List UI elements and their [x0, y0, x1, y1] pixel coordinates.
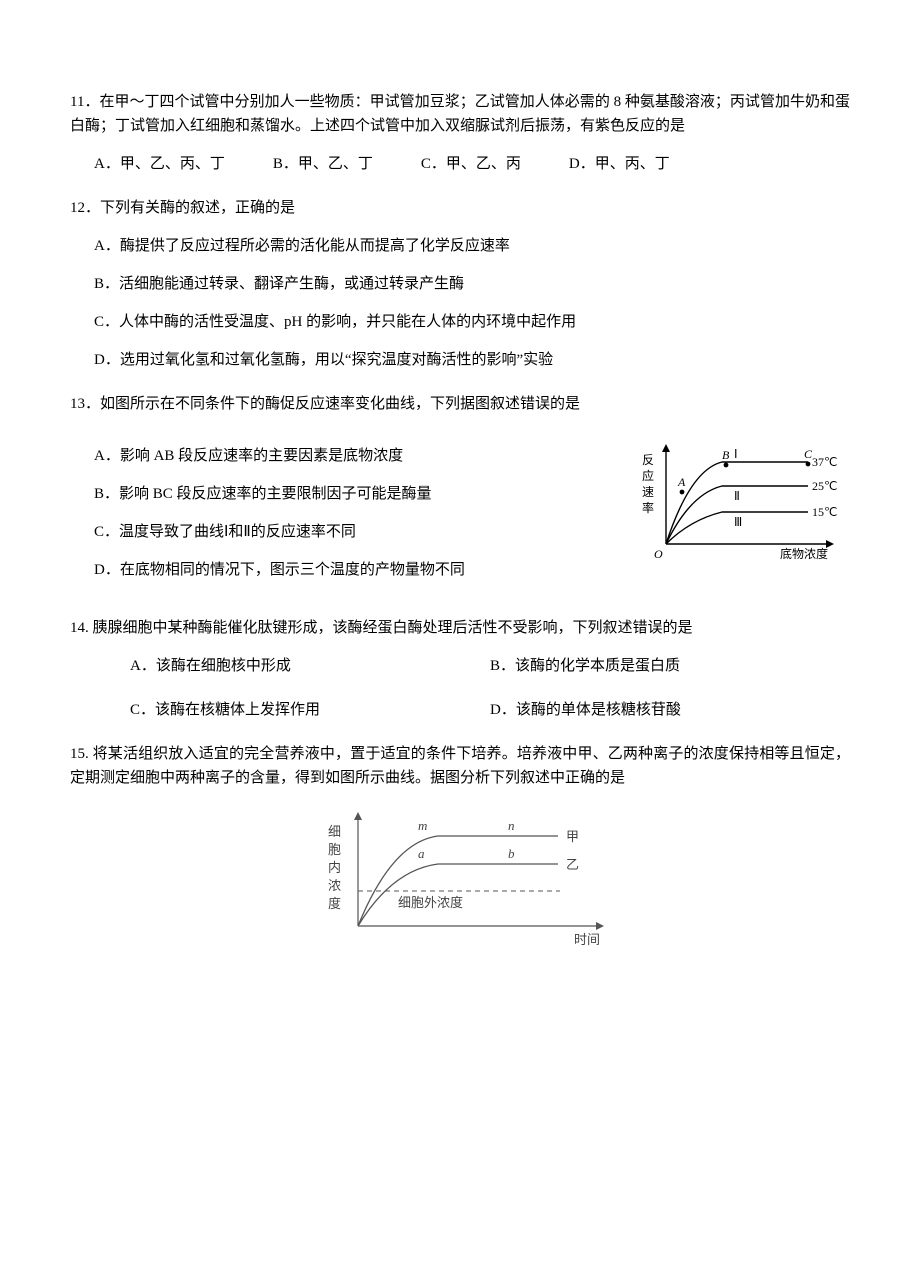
q11-opt-c: C．甲、乙、丙	[421, 152, 521, 176]
q13-stem: 13．如图所示在不同条件下的酶促反应速率变化曲线，下列据图叙述错误的是	[70, 392, 850, 416]
q12-opt-b: B．活细胞能通过转录、翻译产生酶，或通过转录产生酶	[94, 272, 850, 296]
svg-text:乙: 乙	[566, 857, 579, 872]
q11-opt-b: B．甲、乙、丁	[273, 152, 373, 176]
q11-options: A．甲、乙、丙、丁 B．甲、乙、丁 C．甲、乙、丙 D．甲、丙、丁	[70, 152, 850, 176]
q13-opt-b: B．影响 BC 段反应速率的主要限制因子可能是酶量	[94, 482, 630, 506]
q15-stem: 15. 将某活组织放入适宜的完全营养液中，置于适宜的条件下培养。培养液中甲、乙两…	[70, 742, 850, 790]
q14-opt-b: B．该酶的化学本质是蛋白质	[490, 654, 850, 678]
svg-text:b: b	[508, 846, 515, 861]
q14-opt-c: C．该酶在核糖体上发挥作用	[130, 698, 490, 722]
svg-text:a: a	[418, 846, 425, 861]
svg-text:内: 内	[328, 860, 341, 875]
svg-text:底物浓度: 底物浓度	[780, 546, 828, 561]
q13-options: A．影响 AB 段反应速率的主要因素是底物浓度 B．影响 BC 段反应速率的主要…	[70, 444, 630, 582]
q11-opt-a: A．甲、乙、丙、丁	[94, 152, 225, 176]
q12-stem: 12．下列有关酶的叙述，正确的是	[70, 196, 850, 220]
svg-text:m: m	[418, 818, 427, 833]
q12-opt-c: C．人体中酶的活性受温度、pH 的影响，并只能在人体的内环境中起作用	[94, 310, 850, 334]
svg-text:25℃: 25℃	[812, 479, 837, 493]
svg-text:Ⅱ: Ⅱ	[734, 489, 740, 503]
q11-opt-d: D．甲、丙、丁	[569, 152, 670, 176]
svg-text:B: B	[722, 448, 730, 462]
q13-opt-a: A．影响 AB 段反应速率的主要因素是底物浓度	[94, 444, 630, 468]
q14-options: A．该酶在细胞核中形成 B．该酶的化学本质是蛋白质 C．该酶在核糖体上发挥作用 …	[70, 654, 850, 722]
svg-text:度: 度	[328, 896, 341, 911]
svg-text:O: O	[654, 547, 663, 561]
svg-text:Ⅰ: Ⅰ	[734, 447, 738, 461]
q11-stem: 11．在甲～丁四个试管中分别加人一些物质：甲试管加豆浆；乙试管加人体必需的 8 …	[70, 90, 850, 138]
svg-text:细胞外浓度: 细胞外浓度	[398, 895, 463, 910]
svg-text:应: 应	[642, 468, 654, 483]
svg-text:n: n	[508, 818, 515, 833]
q13-opt-c: C．温度导致了曲线Ⅰ和Ⅱ的反应速率不同	[94, 520, 630, 544]
svg-text:Ⅲ: Ⅲ	[734, 515, 742, 529]
svg-text:胞: 胞	[328, 842, 341, 857]
svg-text:15℃: 15℃	[812, 505, 837, 519]
q14-opt-a: A．该酶在细胞核中形成	[130, 654, 490, 678]
svg-text:甲: 甲	[566, 829, 579, 844]
q15-figure: 细胞内浓度时间 细胞外浓度 m n 甲 a b 乙	[70, 806, 850, 964]
svg-text:细: 细	[328, 824, 341, 839]
q13-opt-d: D．在底物相同的情况下，图示三个温度的产物量物不同	[94, 558, 630, 582]
q12-opt-a: A．酶提供了反应过程所必需的活化能从而提高了化学反应速率	[94, 234, 850, 258]
q12-opt-d: D．选用过氧化氢和过氧化氢酶，用以“探究温度对酶活性的影响”实验	[94, 348, 850, 372]
q13-figure: 反应速率 O 底物浓度 Ⅰ 37℃ Ⅱ 25℃ Ⅲ 15℃ A B C	[630, 430, 850, 572]
svg-text:37℃: 37℃	[812, 455, 837, 469]
svg-text:反: 反	[642, 453, 654, 467]
svg-text:时间: 时间	[574, 932, 600, 947]
q14-stem: 14. 胰腺细胞中某种酶能催化肽键形成，该酶经蛋白酶处理后活性不受影响，下列叙述…	[70, 616, 850, 640]
svg-text:C: C	[804, 447, 813, 461]
svg-text:浓: 浓	[328, 878, 341, 893]
svg-text:率: 率	[642, 500, 654, 515]
svg-text:A: A	[677, 475, 686, 489]
q12-options: A．酶提供了反应过程所必需的活化能从而提高了化学反应速率 B．活细胞能通过转录、…	[70, 234, 850, 372]
svg-text:速: 速	[642, 485, 654, 499]
q14-opt-d: D．该酶的单体是核糖核苷酸	[490, 698, 850, 722]
